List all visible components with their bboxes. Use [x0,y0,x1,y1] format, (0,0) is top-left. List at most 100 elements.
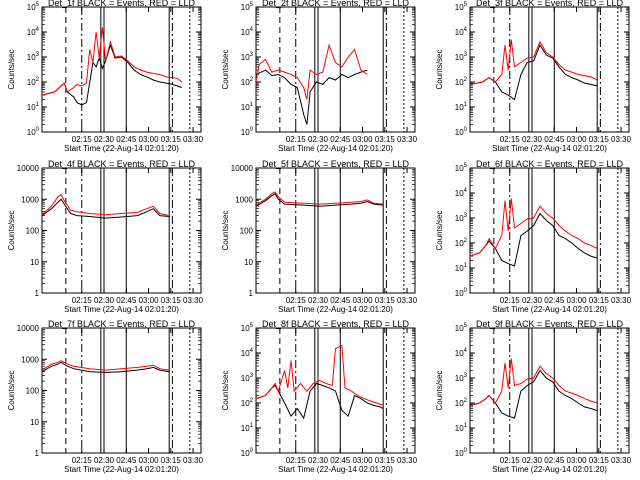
x-axis-label: Start Time (22-Aug-14 02:01:20) [492,144,607,153]
panel-title: Det_3f BLACK = Events, RED = LLD [476,0,624,8]
y-tick-label: 103 [241,52,254,62]
y-tick-label: 104 [27,27,40,37]
y-tick-label: 100 [241,127,254,137]
x-tick-label: 03:30 [397,135,418,144]
panel-title: Det_5f BLACK = Events, RED = LLD [262,159,410,169]
y-tick-label: 104 [241,348,254,358]
x-tick-label: 03:30 [183,135,204,144]
series-lld-line [256,344,384,406]
y-tick-label: 101 [241,423,254,433]
x-tick-label: 03:15 [375,135,396,144]
panel-title: Det_4f BLACK = Events, RED = LLD [48,159,196,169]
y-tick-label: 101 [27,102,40,112]
panel-title: Det_7f BLACK = Events, RED = LLD [48,319,196,329]
x-tick-label: 02:45 [330,296,351,305]
y-tick-label: 100 [26,227,40,236]
x-tick-label: 03:30 [611,296,632,305]
x-tick-label: 03:15 [161,135,182,144]
y-tick-label: 1 [35,449,40,458]
x-axis-label: Start Time (22-Aug-14 02:01:20) [278,144,393,153]
y-tick-label: 105 [241,2,254,12]
plot-frame [255,327,416,454]
y-axis-label: Counts/sec [435,49,444,89]
x-tick-label: 02:15 [72,296,93,305]
x-tick-label: 02:15 [286,296,307,305]
x-tick-label: 03:00 [353,135,374,144]
y-tick-label: 100 [26,387,40,396]
y-tick-label: 100 [27,127,40,137]
y-tick-label: 103 [455,213,468,223]
panel-title: Det_6f BLACK = Events, RED = LLD [476,159,624,169]
x-tick-label: 03:15 [161,456,182,465]
x-tick-label: 02:30 [522,456,543,465]
series-lld-line [42,360,170,371]
y-tick-label: 10 [30,258,39,267]
y-tick-label: 103 [455,373,468,383]
x-tick-label: 03:30 [183,296,204,305]
x-axis-label: Start Time (22-Aug-14 02:01:20) [64,305,179,314]
x-tick-label: 02:45 [116,456,137,465]
series-events-line [470,44,598,101]
x-axis-label: Start Time (22-Aug-14 02:01:20) [64,144,179,153]
x-tick-label: 02:15 [500,296,521,305]
x-tick-label: 02:30 [522,296,543,305]
y-tick-label: 10000 [17,324,40,333]
x-tick-label: 02:30 [308,296,329,305]
x-tick-label: 02:15 [500,456,521,465]
plot-frame [469,167,630,294]
x-tick-label: 03:15 [375,456,396,465]
x-tick-label: 02:15 [72,135,93,144]
series-events-line [256,69,368,125]
y-tick-label: 105 [455,163,468,173]
x-tick-label: 03:30 [183,456,204,465]
series-events-line [256,193,384,207]
x-tick-label: 02:15 [500,135,521,144]
y-tick-label: 101 [455,102,468,112]
y-tick-label: 1000 [235,195,253,204]
x-tick-label: 03:30 [611,456,632,465]
plot-frame [469,327,630,454]
x-tick-label: 02:15 [286,135,307,144]
x-tick-label: 03:15 [589,296,610,305]
x-tick-label: 02:30 [522,135,543,144]
y-axis-label: Counts/sec [7,49,16,89]
series-lld-line [42,193,170,217]
panel-det-4: 1 10 100 1000 10000 02:15 02:30 02:45 03:00 03:15… [7,159,204,314]
x-tick-label: 03:15 [589,135,610,144]
x-tick-label: 02:45 [544,456,565,465]
y-axis-label: Counts/sec [7,210,16,250]
y-tick-label: 101 [455,423,468,433]
y-tick-label: 10 [30,418,39,427]
plot-frame [41,6,202,133]
y-tick-label: 101 [455,263,468,273]
x-tick-label: 03:00 [139,296,160,305]
y-tick-label: 1000 [21,195,39,204]
series-events-line [42,361,170,373]
panel-title: Det_8f BLACK = Events, RED = LLD [262,319,410,329]
series-lld-line [470,39,598,85]
x-tick-label: 02:30 [94,296,115,305]
y-axis-label: Counts/sec [7,370,16,410]
series-lld-line [470,198,598,257]
x-tick-label: 03:00 [139,135,160,144]
y-tick-label: 100 [240,227,254,236]
y-tick-label: 102 [241,398,254,408]
series-lld-line [470,358,598,406]
y-tick-label: 100 [455,127,468,137]
y-axis-label: Counts/sec [435,370,444,410]
x-tick-label: 03:15 [589,456,610,465]
x-tick-label: 02:15 [286,456,307,465]
y-tick-label: 104 [455,188,468,198]
x-tick-label: 02:45 [544,296,565,305]
x-tick-label: 02:30 [308,135,329,144]
y-tick-label: 103 [241,373,254,383]
plot-frame [469,6,630,133]
x-tick-label: 03:00 [139,456,160,465]
y-tick-label: 101 [241,102,254,112]
y-tick-label: 10000 [17,164,40,173]
